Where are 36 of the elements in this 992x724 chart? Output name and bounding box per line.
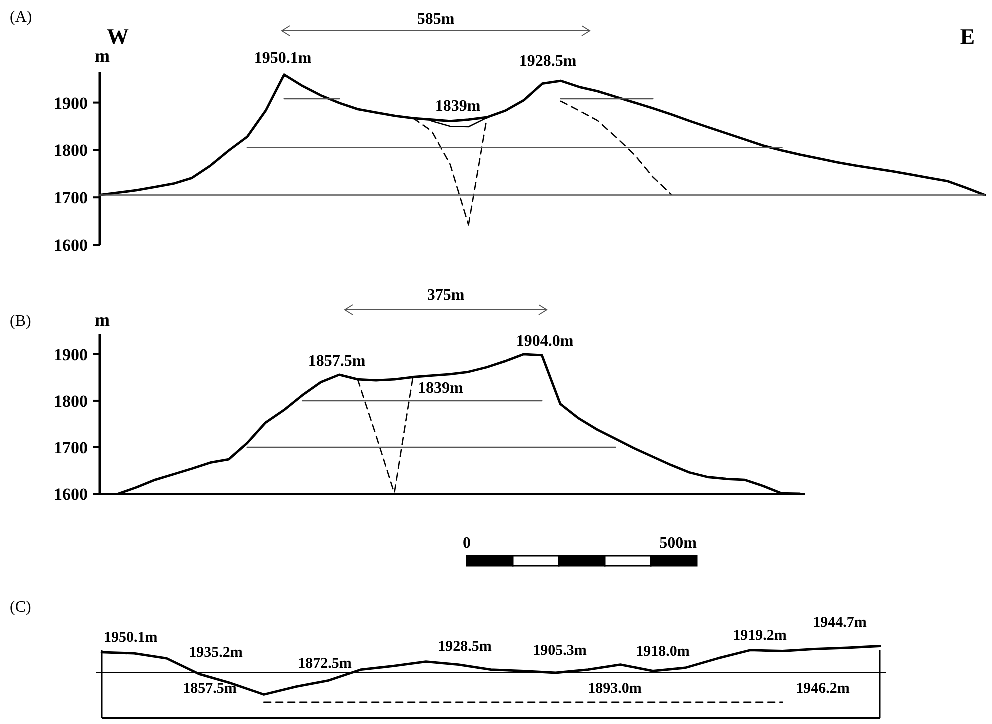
text: 375m	[427, 287, 466, 304]
y-tick-label: 1900	[54, 345, 88, 364]
text: 1950.1m	[104, 630, 158, 646]
y-axis-title: m	[95, 310, 110, 330]
annotation: 1904.0m	[516, 333, 574, 350]
y-tick-label: 1800	[54, 392, 88, 411]
annotation: 1905.3m	[533, 643, 588, 659]
chart-title: (C)	[10, 599, 32, 616]
chart-title: (B)	[10, 313, 32, 330]
annotation: 1839m	[435, 98, 482, 115]
annotation: 1946.2m	[796, 681, 850, 697]
text: 1919.2m	[733, 628, 788, 644]
y-tick-label: 1600	[54, 484, 88, 504]
y-tick-label: 1700	[54, 188, 88, 208]
y-tick-label: 1700	[54, 438, 88, 458]
text: 1928.5m	[519, 53, 578, 70]
annotation: 1918.0m	[636, 644, 690, 660]
y-tick-label: 1800	[54, 141, 88, 160]
text: 500m	[660, 535, 698, 552]
y-tick-label: 1600	[54, 236, 88, 255]
text: 0	[463, 535, 471, 552]
annotation: 1928.5m	[438, 639, 492, 655]
y-axis-title: m	[95, 46, 110, 66]
annotation: 1893.0m	[588, 681, 642, 697]
chart-title: (A)	[10, 9, 32, 26]
annotation: 1857.5m	[183, 681, 238, 697]
text: 1944.7m	[813, 615, 868, 631]
annotation: 1872.5m	[298, 656, 352, 672]
annotation: 1857.5m	[308, 353, 366, 370]
y-tick-label: 1900	[54, 94, 88, 113]
text: E	[960, 24, 975, 49]
text: W	[107, 24, 129, 49]
annotation: 1839m	[418, 380, 464, 397]
text: 1950.1m	[254, 50, 312, 67]
annotation: 1935.2m	[189, 645, 244, 661]
text: 585m	[417, 11, 456, 28]
